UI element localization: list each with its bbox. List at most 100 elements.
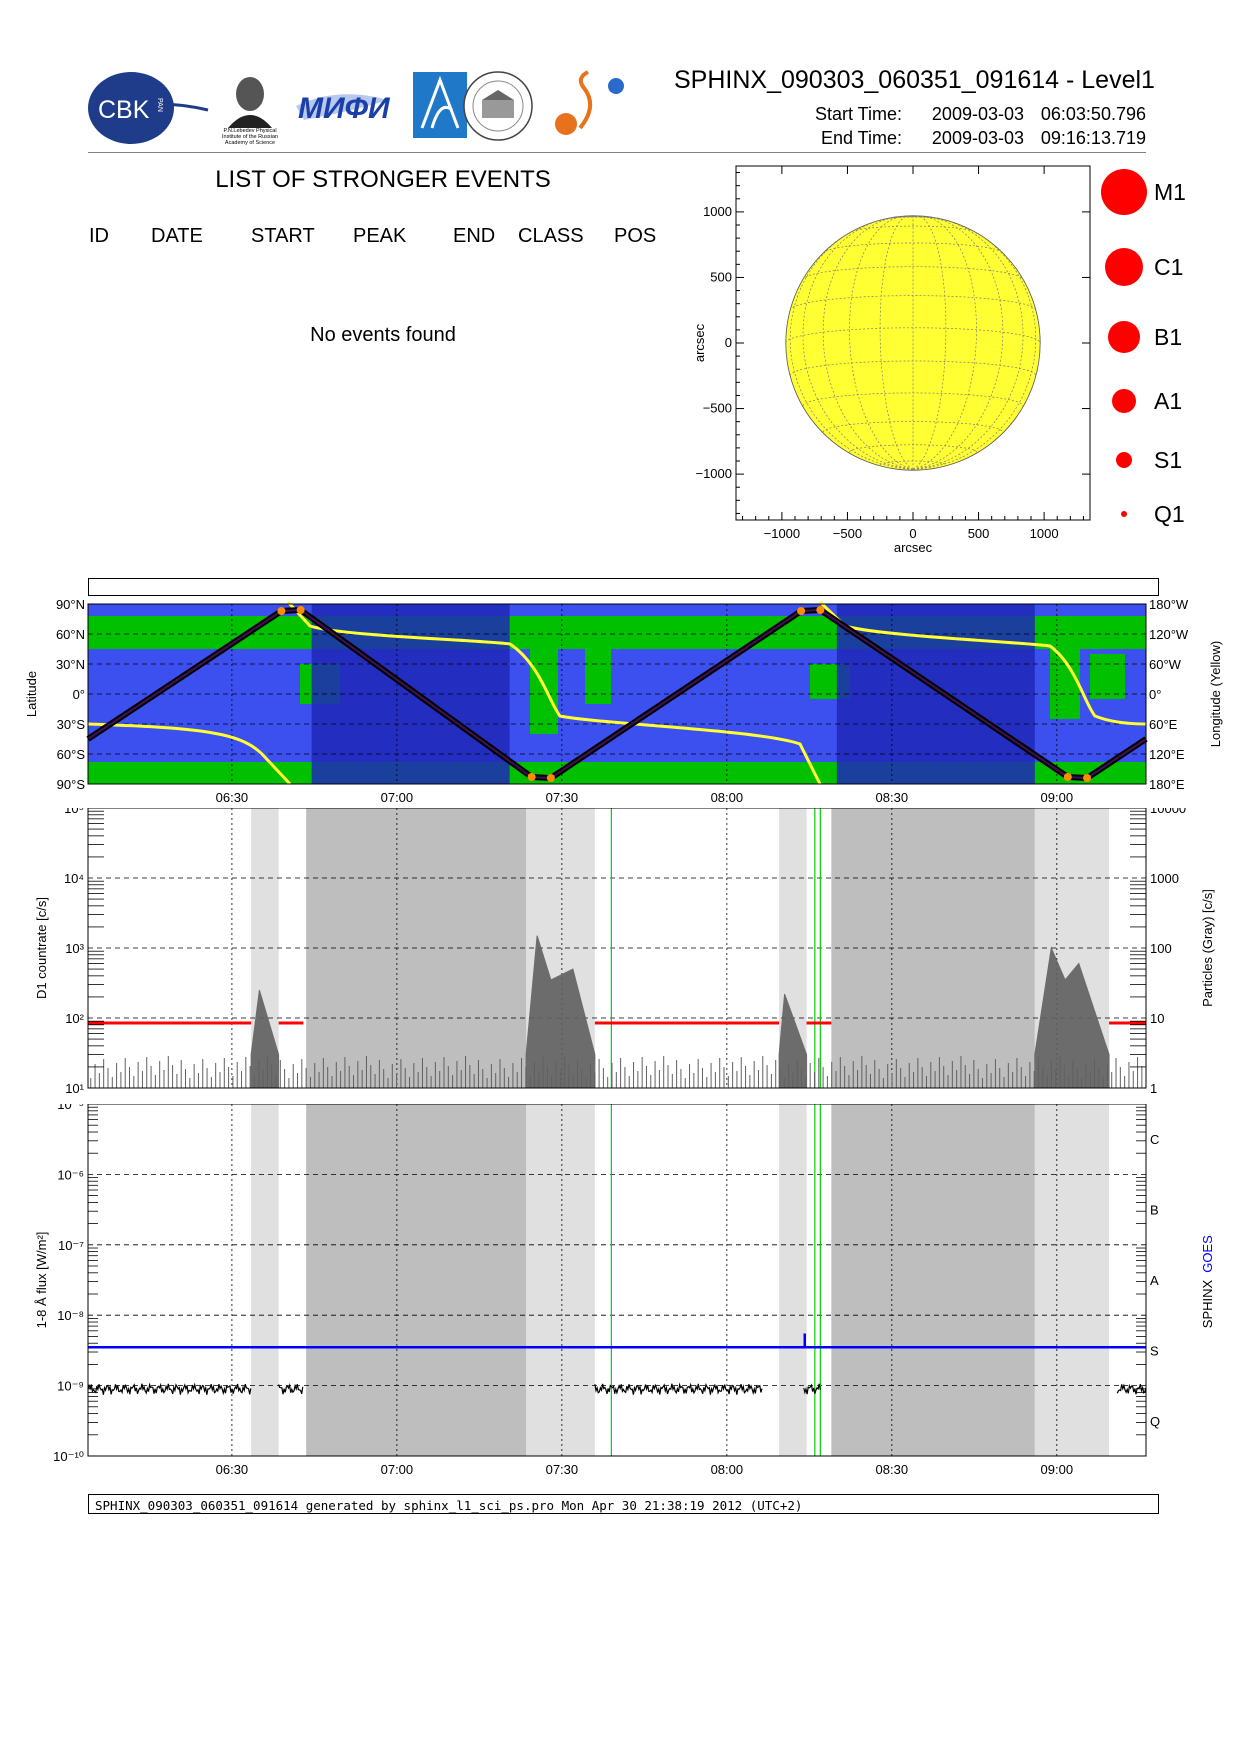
col-peak: PEAK: [353, 225, 407, 247]
longitude-line: [822, 215, 914, 470]
land-patch: [585, 634, 611, 704]
time-tick-label: 07:00: [381, 790, 414, 805]
start-time-date: 2009-03-03: [931, 104, 1024, 124]
y-tick-label-right: 10000: [1150, 808, 1186, 816]
lon-tick-label: 0°: [1149, 687, 1161, 702]
flux-ylabel-goes: GOES: [1200, 1235, 1215, 1273]
y-tick-label: 10⁻⁷: [58, 1238, 84, 1253]
y-tick-label: 10⁻¹⁰: [53, 1449, 84, 1464]
col-pos: POS: [614, 225, 657, 247]
start-time-value: 06:03:50.796: [1040, 104, 1146, 124]
y-tick-label: 10¹: [65, 1081, 84, 1096]
y-tick-label: 1000: [703, 204, 732, 219]
legend-marker: [1116, 452, 1132, 468]
time-tick-label: 07:30: [546, 790, 579, 805]
light-gray-band: [1034, 1104, 1110, 1456]
report-title: SPHINX_090303_060351_091614 - Level1: [674, 66, 1155, 94]
sphinx-segment: [278, 1382, 304, 1395]
x-tick-label: −500: [833, 526, 862, 541]
class-tick-label: C: [1150, 1132, 1159, 1147]
lat-tick-label: 30°N: [56, 657, 85, 672]
svg-text:Institute of the Russian: Institute of the Russian: [222, 134, 278, 140]
sun-logo: [555, 70, 624, 135]
observatory-seal-logo: [463, 71, 533, 141]
y-tick-label: 10⁻⁵: [57, 1104, 84, 1112]
longitude-line: [879, 215, 914, 470]
x-tick-label: 1000: [1030, 526, 1059, 541]
y-tick-label-right: 1: [1150, 1081, 1157, 1096]
particle-peak: [778, 993, 808, 1089]
legend-label: A1: [1154, 388, 1182, 414]
footer-bar: SPHINX_090303_060351_091614 generated by…: [88, 1494, 1159, 1514]
class-tick-label: S: [1150, 1343, 1159, 1358]
y-tick-label: −500: [703, 401, 732, 416]
y-tick-label: 10⁻⁸: [57, 1308, 84, 1323]
events-title: LIST OF STRONGER EVENTS: [215, 166, 551, 193]
x-tick-label: −1000: [764, 526, 801, 541]
y-tick-label: 10²: [65, 1011, 84, 1026]
longitude-curve: [818, 600, 1147, 726]
orbit-turn-marker: [546, 774, 555, 782]
lon-tick-label: 120°W: [1149, 627, 1189, 642]
legend-marker: [1108, 321, 1140, 353]
legend-label: S1: [1154, 447, 1182, 473]
d1-ylabel: D1 countrate [c/s]: [34, 897, 49, 999]
header-divider: [88, 152, 1146, 153]
orbit-ylabel-right: Longitude (Yellow): [1208, 641, 1223, 747]
lebedev-logo: P.N.Lebedev Physical Institute of the Ru…: [222, 77, 278, 146]
col-id: ID: [89, 225, 109, 247]
y-tick-label-right: 100: [1150, 941, 1172, 956]
lat-tick-label: 90°N: [56, 598, 85, 612]
legend-label: Q1: [1154, 501, 1185, 527]
time-tick-label: 06:30: [216, 1462, 249, 1477]
sun-disk-map: −1000 −500 0 500 1000 1000 500 0 −500 −1000 arcsec…: [692, 165, 1091, 555]
orbit-turn-marker: [1083, 774, 1092, 782]
svg-text:PAN: PAN: [156, 98, 163, 112]
col-class: CLASS: [518, 225, 584, 247]
time-tick-label: 09:00: [1041, 1462, 1074, 1477]
longitude-line: [789, 216, 914, 470]
longitude-line: [912, 215, 947, 470]
longitude-line: [912, 215, 977, 470]
land-patch: [1090, 654, 1125, 699]
y-tick-label: 10⁵: [64, 808, 84, 816]
logos-svg: CBK PAN P.N.Lebedev Physical Institute o…: [88, 70, 624, 146]
legend-marker: [1121, 511, 1127, 517]
lat-tick-label: 60°N: [56, 627, 85, 642]
legend-marker: [1105, 248, 1143, 286]
time-tick-label: 08:00: [711, 790, 744, 805]
orbit-track-highlight: [87, 609, 1147, 779]
time-tick-label: 09:00: [1041, 790, 1074, 805]
lat-tick-label: 60°S: [57, 747, 86, 762]
lon-tick-label: 120°E: [1149, 747, 1185, 762]
land-patch: [530, 649, 558, 734]
x-tick-label: 500: [968, 526, 990, 541]
cbk-logo: CBK PAN: [88, 72, 209, 144]
y-tick-label: 10⁻⁶: [57, 1167, 84, 1182]
y-tick-label: 0: [725, 335, 732, 350]
time-tick-label: 08:30: [876, 790, 909, 805]
land-patch: [1050, 644, 1080, 719]
end-time-label: End Time:: [820, 128, 902, 148]
svg-text:P.N.Lebedev Physical: P.N.Lebedev Physical: [223, 128, 276, 134]
no-events-message: No events found: [310, 324, 456, 346]
lat-tick-label: 90°S: [57, 777, 86, 792]
class-tick-label: Q: [1150, 1414, 1160, 1429]
longitude-line: [912, 215, 1004, 470]
time-tick-label: 07:30: [546, 1462, 579, 1477]
legend-label: M1: [1154, 179, 1186, 205]
light-gray-band: [779, 1104, 807, 1456]
d1-ylabel-right: Particles (Gray) [c/s]: [1200, 889, 1215, 1007]
logo-strip: CBK PAN P.N.Lebedev Physical Institute o…: [88, 66, 648, 146]
svg-text:MИФИ: MИФИ: [298, 92, 391, 125]
light-gray-band: [251, 1104, 279, 1456]
dark-gray-band: [831, 808, 1035, 1088]
class-tick-label: A: [1150, 1273, 1159, 1288]
lon-tick-label: 60°E: [1149, 717, 1178, 732]
flux-frame: [87, 1104, 1147, 1457]
legend-label: C1: [1154, 254, 1183, 280]
col-start: START: [251, 225, 315, 247]
y-tick-label: 10⁴: [64, 871, 84, 886]
flux-ylabel-sphinx: SPHINX: [1200, 1279, 1215, 1328]
end-time-value: 09:16:13.719: [1040, 128, 1146, 148]
